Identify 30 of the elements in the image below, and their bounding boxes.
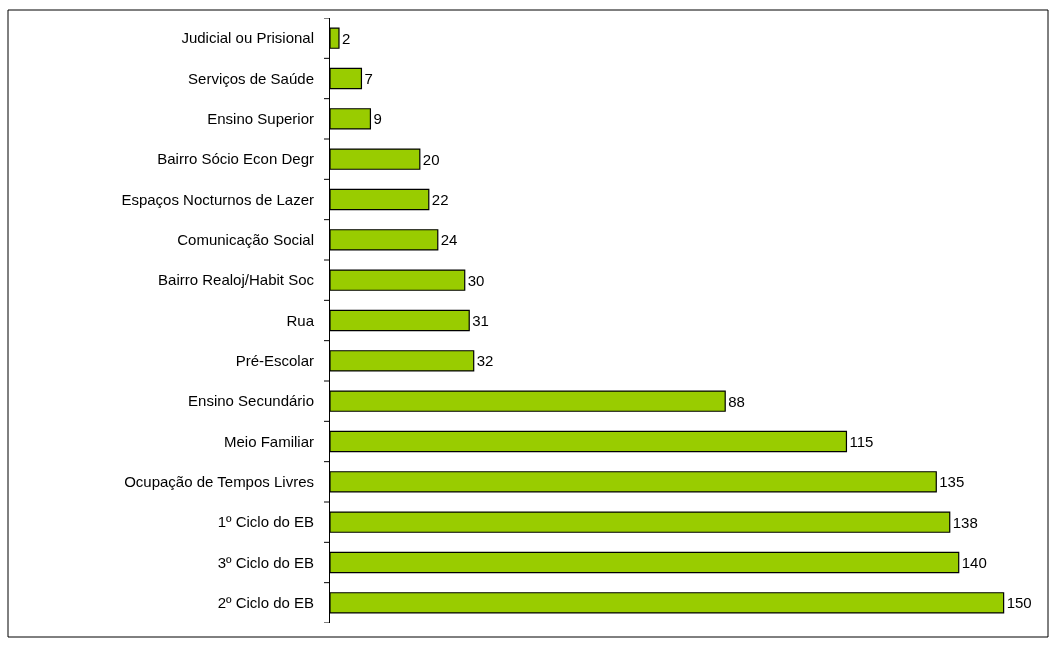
y-tick-label: Bairro Realoj/Habit Soc bbox=[158, 271, 315, 289]
y-tick-label: Ensino Superior bbox=[207, 110, 314, 128]
y-tick-label: Ocupação de Tempos Livres bbox=[124, 473, 314, 491]
y-tick-label: Comunicação Social bbox=[177, 231, 314, 249]
y-tick-label: Espaços Nocturnos de Lazer bbox=[121, 190, 314, 208]
y-tick-label: 3º Ciclo do EB bbox=[217, 553, 314, 571]
y-tick-label: Pré-Escolar bbox=[235, 352, 314, 370]
data-label: 22 bbox=[431, 191, 449, 208]
data-label: 32 bbox=[476, 352, 494, 370]
data-label: 31 bbox=[472, 312, 489, 329]
data-label: 115 bbox=[849, 433, 874, 450]
y-tick-label: Judicial ou Prisional bbox=[181, 29, 314, 47]
y-tick-label: Meio Familiar bbox=[223, 432, 314, 450]
data-label: 7 bbox=[364, 70, 373, 87]
data-label: 88 bbox=[728, 392, 745, 410]
data-label: 138 bbox=[952, 513, 978, 531]
y-tick-label: Ensino Secundário bbox=[188, 392, 314, 410]
data-label: 135 bbox=[939, 473, 965, 491]
y-tick-label: 2º Ciclo do EB bbox=[217, 594, 314, 612]
y-tick-label: Bairro Sócio Econ Degr bbox=[157, 150, 314, 168]
y-tick-label: Rua bbox=[286, 311, 315, 329]
data-label: 30 bbox=[467, 271, 485, 289]
data-label: 20 bbox=[422, 150, 440, 168]
y-tick-label: Serviços de Saúde bbox=[188, 69, 314, 87]
data-label: 24 bbox=[440, 231, 458, 249]
data-label: 9 bbox=[373, 110, 382, 128]
y-tick-label: 1º Ciclo do EB bbox=[217, 513, 314, 531]
data-label: 2 bbox=[341, 29, 351, 47]
data-label: 140 bbox=[961, 554, 987, 571]
data-label: 150 bbox=[1006, 594, 1032, 612]
